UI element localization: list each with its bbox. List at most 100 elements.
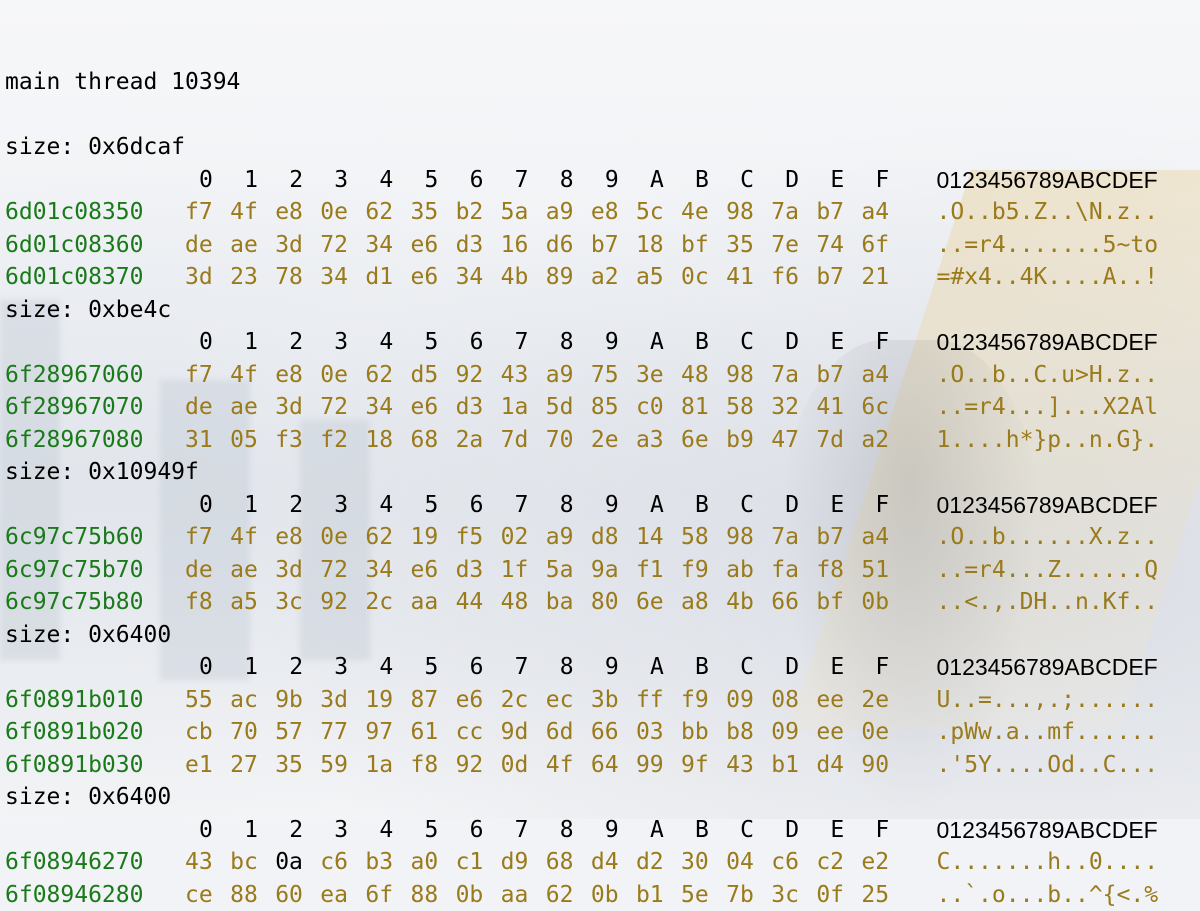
hex-byte: a8 — [681, 586, 726, 619]
hex-byte: 6e — [636, 586, 681, 619]
column-header: 4 — [365, 814, 410, 847]
column-header: 2 — [275, 489, 320, 522]
hex-byte: f7 — [185, 359, 230, 392]
ascii-header: 0123456789ABCDEF — [937, 489, 1158, 522]
column-header: 3 — [320, 814, 365, 847]
hex-byte: 4f — [230, 359, 275, 392]
ascii-column: .'5Y....Od..C... — [937, 749, 1159, 782]
column-header: C — [726, 164, 771, 197]
hex-byte: 25 — [861, 879, 906, 911]
hex-byte: 9d — [501, 716, 546, 749]
hex-byte: 90 — [861, 749, 906, 782]
row-address: 6f0891b020 — [5, 716, 185, 749]
column-header: 0 — [185, 164, 230, 197]
hex-byte: 43 — [726, 749, 771, 782]
column-header: 0 — [185, 651, 230, 684]
column-header: 9 — [591, 326, 636, 359]
row-address: 6f0891b030 — [5, 749, 185, 782]
hex-byte: 7e — [771, 229, 816, 262]
hex-byte: bf — [681, 229, 726, 262]
hex-byte: d9 — [501, 846, 546, 879]
hex-byte: 48 — [681, 359, 726, 392]
hex-byte: d1 — [365, 261, 410, 294]
column-header: 4 — [365, 489, 410, 522]
column-header: 1 — [230, 326, 275, 359]
ascii-column: .O..b5.Z..\N.z.. — [937, 196, 1159, 229]
size-label: size: 0x10949f — [5, 456, 199, 489]
hex-byte: ae — [230, 554, 275, 587]
column-header: F — [861, 326, 906, 359]
hex-byte: 78 — [275, 261, 320, 294]
hex-byte: 2c — [501, 684, 546, 717]
hex-byte: 3c — [771, 879, 816, 911]
hex-byte: 03 — [636, 716, 681, 749]
ascii-column: ..=r4...]...X2Al — [937, 391, 1159, 424]
column-header: C — [726, 326, 771, 359]
column-header: 4 — [365, 164, 410, 197]
hex-byte: 6c — [861, 391, 906, 424]
column-header: C — [726, 814, 771, 847]
ascii-column: U..=...,.;...... — [937, 684, 1159, 717]
hex-byte: 60 — [275, 879, 320, 911]
column-header: 5 — [410, 164, 455, 197]
column-header: A — [636, 164, 681, 197]
hex-byte: 48 — [501, 586, 546, 619]
hex-byte: b7 — [816, 196, 861, 229]
hex-byte: c2 — [816, 846, 861, 879]
hex-byte: d4 — [591, 846, 636, 879]
hex-byte: ae — [230, 391, 275, 424]
hex-byte: 43 — [185, 846, 230, 879]
hex-byte: 66 — [591, 716, 636, 749]
ascii-column: ..=r4...Z......Q — [937, 554, 1159, 587]
hex-byte: 14 — [636, 521, 681, 554]
hex-byte: 5e — [681, 879, 726, 911]
hex-byte: 72 — [320, 554, 365, 587]
hex-byte: 2e — [591, 424, 636, 457]
row-address: 6f08946280 — [5, 879, 185, 911]
hex-byte: 09 — [771, 716, 816, 749]
hex-byte: 97 — [365, 716, 410, 749]
hex-byte: 4b — [726, 586, 771, 619]
column-header: 8 — [546, 326, 591, 359]
hex-byte: 0e — [320, 521, 365, 554]
hex-byte: 16 — [501, 229, 546, 262]
hex-byte: 3b — [591, 684, 636, 717]
hex-byte: e8 — [275, 521, 320, 554]
hex-byte: 7a — [771, 521, 816, 554]
column-header: 6 — [456, 326, 501, 359]
row-address: 6f08946270 — [5, 846, 185, 879]
hex-byte: 75 — [591, 359, 636, 392]
column-header: D — [771, 489, 816, 522]
thread-label: main thread 10394 — [5, 66, 240, 99]
hex-byte: 85 — [591, 391, 636, 424]
hex-byte: e8 — [591, 196, 636, 229]
hex-byte: 34 — [365, 229, 410, 262]
hex-byte: f6 — [771, 261, 816, 294]
row-address: 6f28967080 — [5, 424, 185, 457]
hex-byte: 6f — [861, 229, 906, 262]
hex-byte: b1 — [636, 879, 681, 911]
hex-byte: f7 — [185, 521, 230, 554]
hex-byte: a4 — [861, 521, 906, 554]
hex-byte: 3d — [185, 261, 230, 294]
hex-byte: 18 — [636, 229, 681, 262]
ascii-column: ..<.,.DH..n.Kf.. — [937, 586, 1159, 619]
column-header: D — [771, 814, 816, 847]
hex-byte: 58 — [681, 521, 726, 554]
hex-byte: ee — [816, 716, 861, 749]
hex-byte: b7 — [591, 229, 636, 262]
column-header: 0 — [185, 489, 230, 522]
hex-byte: c6 — [771, 846, 816, 879]
column-header: 5 — [410, 814, 455, 847]
hex-byte: 98 — [726, 196, 771, 229]
column-header: 8 — [546, 814, 591, 847]
column-header: E — [816, 164, 861, 197]
hex-byte: 09 — [726, 684, 771, 717]
column-header: 2 — [275, 651, 320, 684]
hex-byte: 47 — [771, 424, 816, 457]
hex-byte: b1 — [771, 749, 816, 782]
hex-byte: aa — [410, 586, 455, 619]
column-header: 1 — [230, 489, 275, 522]
